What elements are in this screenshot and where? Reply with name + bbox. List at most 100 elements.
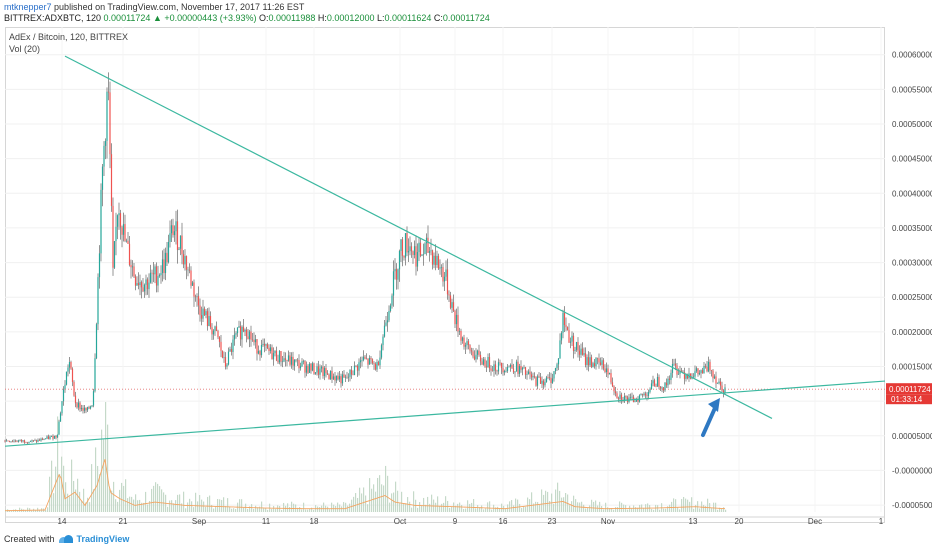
candle-body — [674, 363, 677, 366]
candle-body — [718, 381, 720, 384]
volume-bar — [53, 493, 55, 512]
volume-bar — [415, 499, 417, 512]
candle-body — [251, 339, 254, 341]
candle-body — [418, 242, 420, 253]
tradingview-brand[interactable]: TradingView — [76, 534, 130, 544]
x-tick-label: 21 — [119, 517, 128, 526]
candle-body — [206, 311, 209, 327]
volume-bar — [533, 503, 535, 512]
author-link[interactable]: mtknepper7 — [4, 2, 52, 12]
volume-bar — [223, 497, 225, 512]
volume-bar — [139, 499, 141, 512]
candle-body — [478, 350, 480, 355]
volume-bar — [151, 488, 153, 512]
candle-body — [506, 367, 509, 371]
candle-body — [553, 371, 555, 379]
candle-body — [529, 371, 531, 375]
candle-body — [566, 327, 569, 330]
candle-body — [635, 399, 638, 402]
candle-body — [221, 350, 224, 358]
volume-bar — [443, 502, 445, 512]
volume-bar — [513, 505, 515, 512]
candle-body — [640, 394, 642, 396]
candle-body — [413, 246, 416, 255]
candle-body — [394, 268, 396, 272]
candle-body — [445, 269, 447, 277]
volume-bar — [525, 506, 527, 512]
candle-body — [670, 372, 672, 380]
candle-body — [700, 370, 702, 373]
candle-body — [76, 403, 78, 408]
candle-body — [647, 392, 650, 396]
footer: Created with TradingView — [4, 534, 129, 544]
volume-bar — [451, 506, 453, 512]
volume-bar — [71, 459, 73, 512]
volume-bar — [157, 483, 159, 512]
chart-frame[interactable] — [5, 27, 885, 523]
candle-body — [683, 372, 686, 379]
candle-body — [668, 378, 671, 380]
candle-body — [673, 363, 675, 365]
volume-bar — [515, 498, 517, 512]
candle-body — [205, 311, 207, 316]
candle-body — [68, 361, 71, 368]
candle-body — [79, 402, 81, 410]
volume-bar — [207, 496, 209, 512]
candle-body — [247, 336, 249, 340]
candle-body — [514, 371, 516, 373]
candle-body — [16, 441, 18, 442]
candle-body — [595, 357, 597, 367]
candle-body — [320, 366, 323, 369]
candle-body — [473, 356, 476, 360]
candle-body — [677, 373, 680, 375]
volume-bar — [117, 501, 119, 512]
candle-body — [574, 349, 576, 351]
candle-body — [167, 241, 170, 263]
candle-body — [494, 364, 497, 371]
volume-bar — [129, 496, 131, 512]
candle-body — [37, 439, 39, 442]
candle-body — [437, 255, 440, 269]
candle-body — [187, 269, 189, 271]
volume-bar — [587, 507, 589, 512]
candle-body — [367, 358, 369, 365]
candle-body — [374, 364, 377, 370]
volume-bar — [417, 507, 419, 512]
x-tick-label: 16 — [499, 517, 508, 526]
candle-body — [250, 331, 252, 340]
candle-body — [208, 316, 210, 327]
candle-body — [679, 370, 681, 374]
candle-body — [580, 348, 582, 355]
candle-body — [80, 407, 83, 410]
volume-bar — [179, 494, 181, 512]
volume-bar — [127, 498, 129, 512]
volume-bar — [19, 507, 21, 512]
volume-bar — [199, 495, 201, 512]
candle-body — [344, 376, 347, 378]
candle-body — [32, 440, 35, 441]
volume-bar — [651, 508, 653, 512]
volume-bar — [241, 499, 243, 512]
last-price-tag — [886, 383, 932, 395]
candle-body — [530, 374, 533, 378]
volume-bar — [571, 501, 573, 512]
volume-bar — [327, 506, 329, 512]
volume-bar — [353, 496, 355, 512]
candle-body — [505, 370, 507, 372]
candle-body — [101, 166, 104, 190]
candle-body — [239, 326, 242, 340]
candle-body — [715, 376, 717, 384]
candle-body — [233, 334, 236, 340]
candle-body — [238, 326, 240, 328]
volume-bar — [181, 503, 183, 512]
candle-body — [655, 386, 657, 387]
volume-bar — [161, 489, 163, 512]
candle-body — [253, 339, 255, 343]
volume-bar — [349, 503, 351, 512]
x-tick-label: Dec — [808, 517, 822, 526]
volume-bar — [575, 499, 577, 512]
candle-body — [682, 371, 684, 373]
candle-body — [722, 390, 725, 393]
volume-bar — [595, 500, 597, 512]
